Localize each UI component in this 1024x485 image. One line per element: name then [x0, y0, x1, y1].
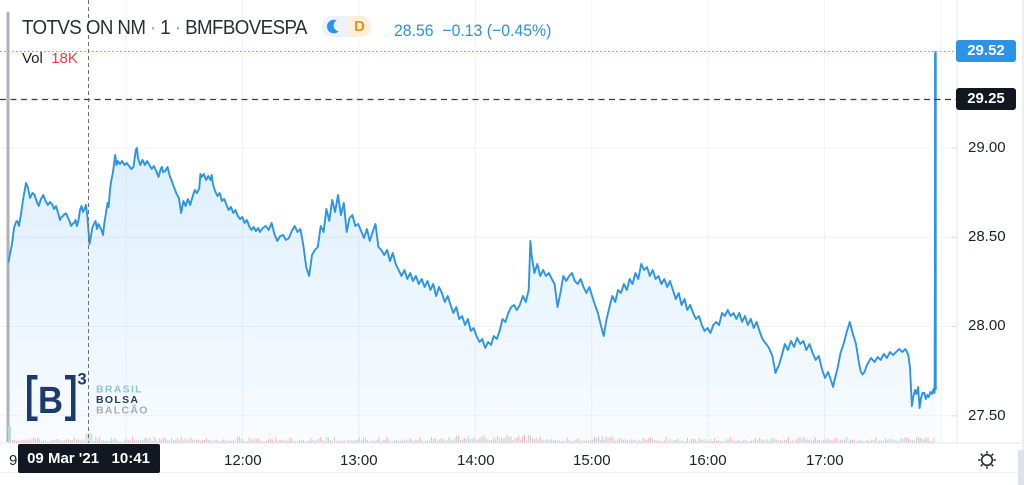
svg-text:B: B	[38, 380, 63, 422]
svg-text:BOLSA: BOLSA	[96, 394, 139, 406]
svg-text:BRASIL: BRASIL	[96, 384, 143, 396]
svg-text:BALCÃO: BALCÃO	[96, 404, 149, 417]
svg-text:3: 3	[78, 371, 87, 389]
